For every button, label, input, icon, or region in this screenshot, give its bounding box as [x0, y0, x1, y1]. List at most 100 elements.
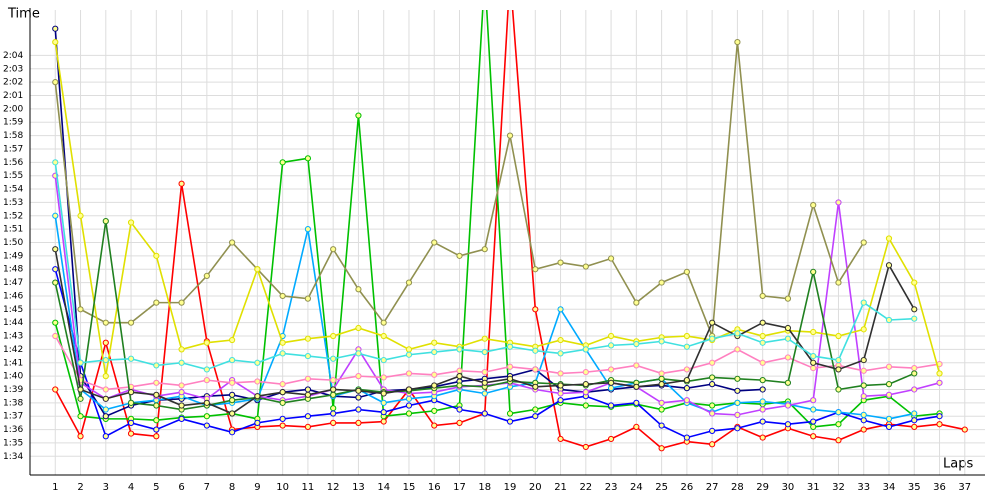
x-tick-label: 31	[807, 482, 820, 493]
data-point	[759, 406, 766, 413]
x-tick-label: 4	[128, 482, 134, 493]
data-point	[582, 369, 589, 376]
data-point	[127, 219, 135, 226]
data-point	[355, 112, 362, 119]
data-point	[936, 421, 943, 428]
data-point	[658, 399, 665, 406]
y-tick-label: 1:47	[3, 278, 23, 288]
data-point	[355, 387, 362, 394]
data-point	[607, 342, 615, 349]
data-point	[279, 339, 286, 346]
data-point	[355, 350, 362, 357]
data-point	[582, 402, 589, 409]
data-point	[102, 413, 109, 420]
data-point	[304, 391, 312, 398]
x-tick-label: 2	[77, 482, 83, 493]
x-tick-label: 18	[478, 482, 491, 493]
data-point	[77, 433, 84, 440]
data-point	[911, 370, 918, 377]
data-point	[658, 279, 665, 286]
data-point	[203, 399, 210, 406]
data-point	[911, 365, 918, 372]
data-point	[683, 434, 690, 441]
data-point	[254, 419, 261, 426]
data-point	[885, 391, 893, 398]
y-tick-label: 1:44	[3, 318, 23, 328]
data-point	[607, 366, 615, 373]
data-point	[178, 299, 185, 306]
data-point	[860, 426, 867, 433]
x-tick-label: 25	[655, 482, 668, 493]
data-point	[784, 421, 792, 428]
data-point	[911, 410, 918, 417]
data-point	[683, 343, 690, 350]
data-point	[835, 409, 842, 416]
data-point	[835, 356, 842, 364]
y-tick-label: 1:50	[3, 238, 23, 248]
data-point	[658, 381, 665, 388]
data-point	[658, 338, 665, 345]
data-point	[759, 339, 766, 346]
data-point	[380, 418, 387, 425]
data-point	[860, 239, 867, 246]
data-point	[481, 348, 488, 356]
data-point	[734, 411, 741, 418]
data-point	[178, 346, 185, 353]
series-line	[54, 269, 940, 439]
data-point	[203, 366, 210, 373]
data-point	[658, 370, 665, 377]
x-tick-label: 33	[857, 482, 870, 493]
data-point	[178, 389, 185, 396]
data-point	[52, 246, 59, 253]
data-point	[885, 316, 893, 324]
y-tick-label: 1:53	[3, 198, 23, 208]
data-point	[633, 383, 640, 390]
data-point	[279, 422, 286, 429]
data-point	[885, 381, 893, 388]
data-point	[102, 386, 109, 393]
data-point	[911, 315, 918, 322]
data-point	[229, 410, 236, 417]
data-point	[153, 252, 160, 259]
data-point	[709, 374, 716, 381]
y-tick-label: 1:54	[3, 185, 23, 195]
data-point	[330, 377, 337, 384]
data-point	[279, 415, 286, 422]
x-tick-label: 16	[428, 482, 441, 493]
y-tick-label: 1:41	[3, 358, 23, 368]
data-point	[330, 391, 337, 398]
data-point	[254, 359, 261, 366]
data-point	[557, 435, 564, 443]
data-point	[759, 434, 766, 441]
data-point	[835, 386, 842, 393]
data-point	[279, 159, 286, 166]
x-tick-label: 9	[254, 482, 260, 493]
data-point	[102, 319, 109, 326]
data-point	[102, 373, 109, 380]
data-point	[380, 409, 387, 416]
data-point	[759, 332, 766, 340]
y-tick-label: 1:38	[3, 398, 23, 408]
data-point	[860, 326, 867, 333]
data-point	[860, 393, 867, 400]
data-point	[860, 417, 867, 424]
data-point	[127, 319, 135, 326]
data-point	[506, 410, 514, 417]
data-point	[683, 332, 690, 340]
data-point	[683, 366, 690, 373]
data-point	[279, 381, 286, 388]
data-point	[784, 354, 792, 361]
data-point	[102, 395, 109, 402]
data-point	[304, 226, 312, 233]
data-point	[759, 319, 766, 326]
data-point	[709, 410, 716, 417]
data-point	[860, 299, 867, 306]
data-point	[52, 386, 59, 393]
data-point	[355, 373, 362, 380]
data-point	[810, 268, 817, 275]
data-point	[355, 286, 362, 293]
y-tick-label: 2:04	[3, 51, 23, 61]
x-tick-label: 23	[605, 482, 618, 493]
data-point	[532, 266, 539, 273]
y-tick-label: 1:52	[3, 211, 23, 221]
